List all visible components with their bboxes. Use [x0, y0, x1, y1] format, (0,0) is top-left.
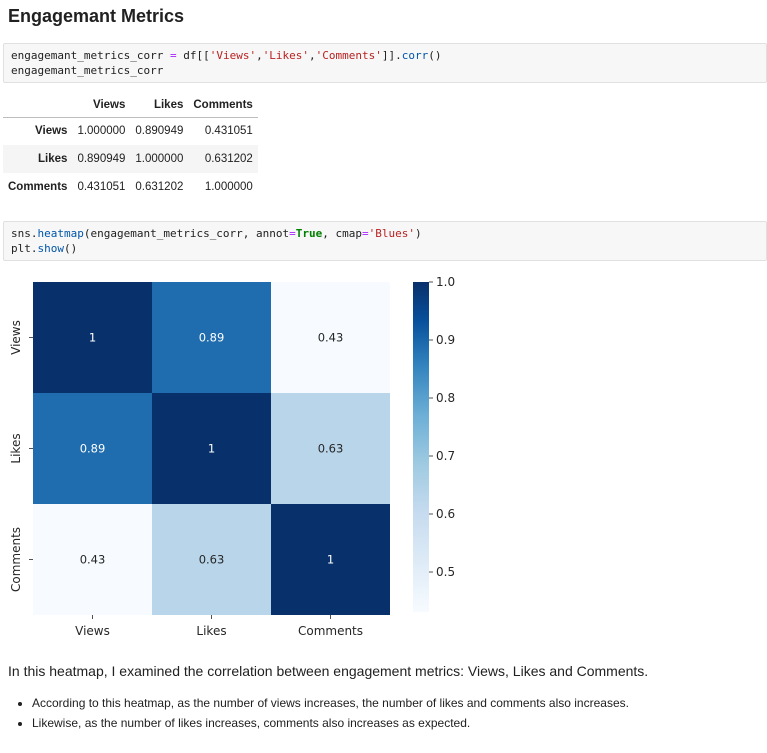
x-tick-label: Views	[75, 624, 110, 638]
code-line: engagemant_metrics_corr = df[['Views','L…	[11, 49, 442, 62]
table-header-row: Views Likes Comments	[3, 93, 258, 118]
colorbar-tick-label: 0.7	[436, 449, 455, 463]
heatmap-figure: 1 0.89 0.43 0.89 1 0.63 0.43 0.63 1 Views Likes Co…	[9, 275, 455, 638]
column-header: Comments	[188, 93, 258, 118]
heatmap-cell	[271, 282, 390, 393]
table-cell: 0.431051	[204, 125, 253, 138]
heatmap-annotation: 1	[327, 553, 334, 567]
colorbar-tick-label: 0.9	[436, 333, 455, 347]
heatmap-annotation: 0.63	[199, 553, 225, 567]
heatmap-cell	[271, 504, 390, 615]
table-cell: 1.000000	[204, 181, 253, 193]
table-cell: 1.000000	[77, 125, 126, 138]
markdown-bullet-list: According to this heatmap, as the number…	[32, 695, 629, 735]
heatmap-annotation: 0.43	[318, 331, 344, 345]
list-item: According to this heatmap, as the number…	[32, 695, 629, 711]
table-row: Likes 0.890949 1.000000 0.631202	[3, 145, 258, 173]
row-label: Views	[35, 125, 68, 138]
heatmap-cell	[152, 504, 271, 615]
colorbar-tick-label: 1.0	[436, 275, 455, 289]
markdown-paragraph: In this heatmap, I examined the correlat…	[8, 663, 649, 679]
heatmap-annotation: 0.89	[199, 331, 225, 345]
code-cell-corr[interactable]: engagemant_metrics_corr = df[['Views','L…	[3, 43, 767, 83]
colorbar-tick-label: 0.8	[436, 391, 455, 405]
code-line: plt.show()	[11, 242, 78, 255]
colorbar	[413, 282, 429, 612]
code-line: sns.heatmap(engagemant_metrics_corr, ann…	[11, 227, 422, 240]
row-label: Comments	[8, 181, 68, 193]
table-cell: 0.890949	[77, 153, 126, 165]
heatmap-annotation: 1	[208, 442, 215, 456]
table-cell: 1.000000	[135, 153, 184, 165]
heatmap-cell	[33, 393, 152, 504]
heatmap-cell	[152, 282, 271, 393]
code-line: engagemant_metrics_corr	[11, 64, 164, 77]
heatmap-annotation: 0.89	[80, 442, 106, 456]
table-cell: 0.890949	[135, 125, 184, 138]
index-header	[3, 93, 73, 118]
heatmap-annotation: 0.43	[80, 553, 106, 567]
colorbar-tick-label: 0.6	[436, 507, 455, 521]
table-row: Views 1.000000 0.890949 0.431051	[3, 117, 258, 145]
heatmap-cell	[33, 504, 152, 615]
table-row: Comments 0.431051 0.631202 1.000000	[3, 173, 258, 201]
column-header: Views	[72, 93, 131, 118]
colorbar-tick-label: 0.5	[436, 565, 455, 579]
heatmap-cell	[271, 393, 390, 504]
y-tick-label: Views	[9, 320, 23, 355]
heatmap-annotation: 0.63	[318, 442, 344, 456]
table-cell: 0.631202	[204, 153, 253, 165]
heatmap-cell	[33, 282, 152, 393]
code-cell-heatmap[interactable]: sns.heatmap(engagemant_metrics_corr, ann…	[3, 221, 767, 261]
row-label: Likes	[38, 153, 68, 165]
heatmap-annotation: 1	[89, 331, 96, 345]
column-header: Likes	[130, 93, 189, 118]
list-item: Likewise, as the number of likes increas…	[32, 715, 629, 731]
table-cell: 0.431051	[77, 181, 126, 193]
heatmap-cell	[152, 393, 271, 504]
y-tick-label: Comments	[9, 527, 23, 592]
x-tick-label: Comments	[298, 624, 363, 638]
table-cell: 0.631202	[135, 181, 184, 193]
y-tick-label: Likes	[9, 433, 23, 463]
x-tick-label: Likes	[196, 624, 226, 638]
correlation-dataframe: Views Likes Comments Views 1.000000 0.89…	[3, 93, 258, 201]
markdown-heading: Engagemant Metrics	[8, 6, 185, 26]
